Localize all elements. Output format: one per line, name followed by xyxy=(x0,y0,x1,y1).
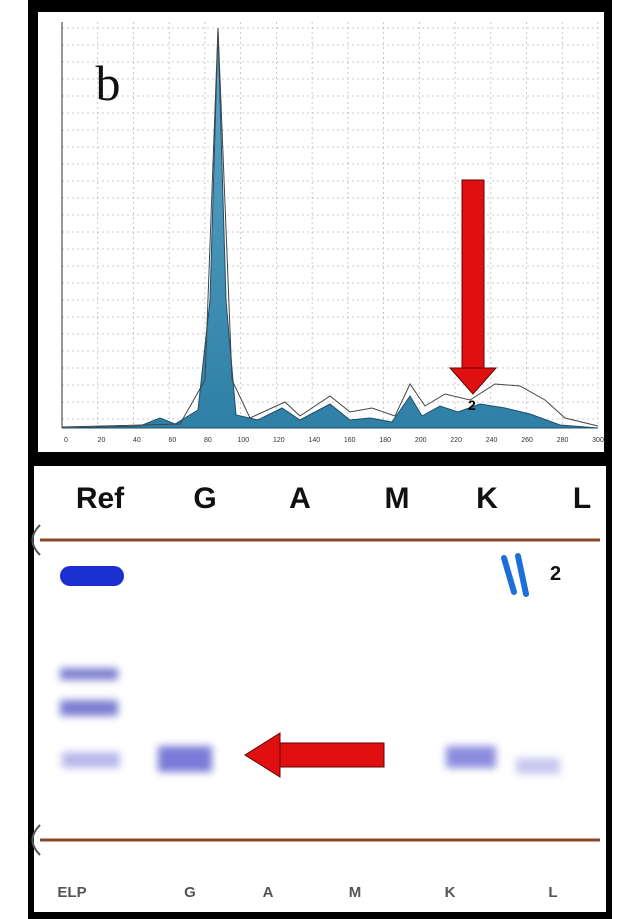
x-tick-label: 180 xyxy=(379,437,391,444)
lane-label: L xyxy=(548,884,557,901)
x-tick-label: 240 xyxy=(486,437,498,444)
lane-label: K xyxy=(445,884,456,901)
lane-label: Ref xyxy=(76,482,125,515)
lane-label: G xyxy=(193,482,216,515)
lane-label: M xyxy=(349,884,362,901)
x-tick-label: 300 xyxy=(592,437,604,444)
lane-label: A xyxy=(263,884,274,901)
lane-label: L xyxy=(573,482,591,515)
arrow xyxy=(462,180,484,370)
panel-label: b xyxy=(96,55,121,111)
x-tick-label: 40 xyxy=(133,437,141,444)
x-tick-label: 80 xyxy=(204,437,212,444)
lane-label: G xyxy=(184,884,196,901)
arrow xyxy=(278,743,384,767)
ref-band xyxy=(60,566,124,586)
lane-label: K xyxy=(476,482,498,515)
x-tick-label: 20 xyxy=(98,437,106,444)
band-marker: 2 xyxy=(550,563,561,585)
x-tick-label: 220 xyxy=(450,437,462,444)
peak-marker: 2 xyxy=(468,397,476,413)
figure: b 2 0 20 40 60 80 100 120 140 160 180 200 220 240 260… xyxy=(0,0,621,919)
lane-label: A xyxy=(289,482,311,515)
lane-label: ELP xyxy=(57,884,86,901)
x-tick-label: 160 xyxy=(344,437,356,444)
x-tick-label: 200 xyxy=(415,437,427,444)
x-tick-label: 120 xyxy=(273,437,285,444)
x-tick-label: 280 xyxy=(557,437,569,444)
x-tick-label: 140 xyxy=(308,437,320,444)
gel-panel xyxy=(34,466,606,912)
x-tick-label: 0 xyxy=(64,437,68,444)
x-tick-label: 260 xyxy=(521,437,533,444)
x-tick-label: 100 xyxy=(237,437,249,444)
x-tick-label: 60 xyxy=(169,437,177,444)
lane-label: M xyxy=(385,482,410,515)
